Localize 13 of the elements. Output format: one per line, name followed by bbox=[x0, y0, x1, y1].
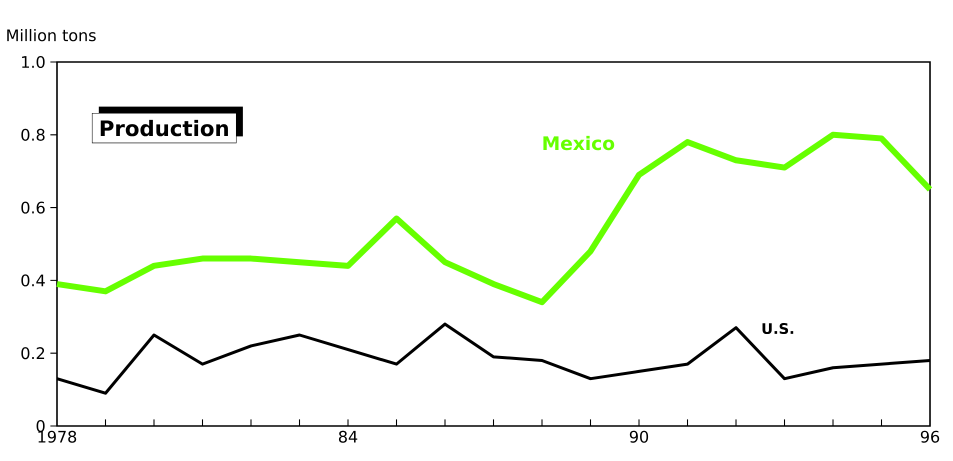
x-tick-label: 84 bbox=[338, 430, 358, 443]
x-tick-label: 90 bbox=[630, 430, 648, 443]
y-axis-title: Million tons bbox=[7, 28, 96, 42]
y-tick-label: 0.8 bbox=[21, 128, 45, 141]
y-tick-label: 0.2 bbox=[21, 347, 44, 360]
text: Production bbox=[100, 120, 228, 136]
x-tick-label: 96 bbox=[920, 430, 940, 443]
y-tick-label: 0.4 bbox=[21, 274, 45, 286]
series-label: Mexico bbox=[543, 136, 614, 150]
y-tick-label: 0.6 bbox=[21, 202, 45, 214]
series-label: U.S. bbox=[762, 323, 794, 334]
y-tick-label: 1.0 bbox=[22, 56, 45, 68]
x-tick-label: 1978 bbox=[38, 430, 76, 443]
